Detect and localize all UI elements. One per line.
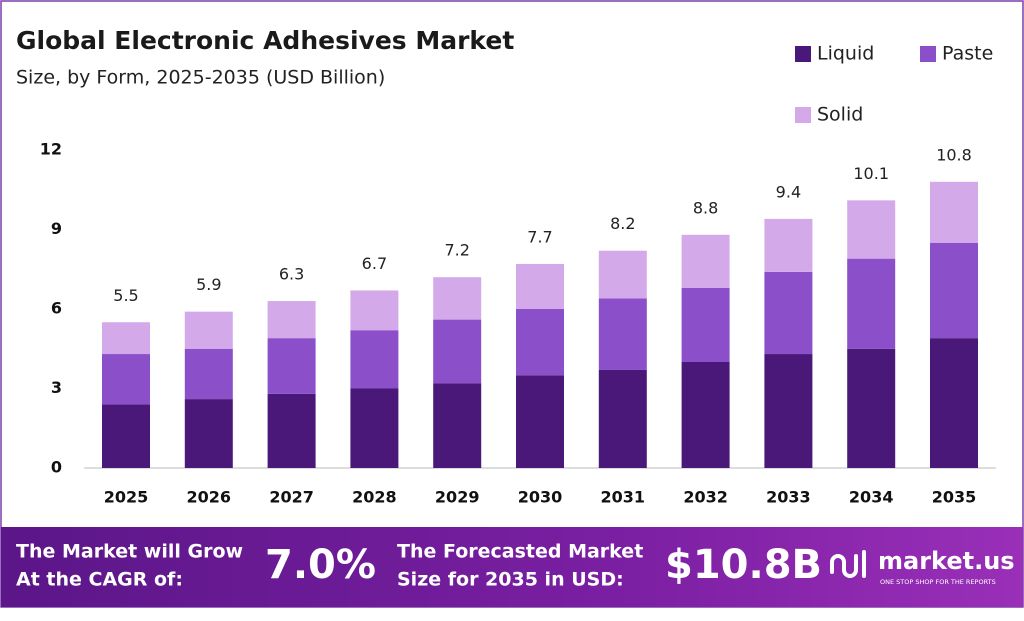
bar-segment bbox=[764, 218, 813, 272]
value-label: 7.2 bbox=[444, 241, 469, 260]
bar-segment bbox=[267, 338, 316, 394]
bar-segment bbox=[350, 388, 399, 468]
x-tick-label: 2034 bbox=[849, 488, 894, 507]
bar-segment bbox=[102, 322, 150, 355]
bar-segment bbox=[847, 258, 896, 349]
footer-value: 7.0% bbox=[265, 542, 376, 588]
x-tick-label: 2033 bbox=[766, 488, 811, 507]
bar-segment bbox=[516, 375, 564, 468]
bar-segment bbox=[598, 369, 647, 468]
bar-segment bbox=[184, 399, 233, 468]
bar-segment bbox=[681, 234, 730, 288]
value-label: 5.9 bbox=[196, 275, 221, 294]
bar-segment bbox=[433, 383, 482, 468]
x-tick-label: 2030 bbox=[518, 488, 563, 507]
legend-swatch bbox=[795, 46, 811, 62]
bar-segment bbox=[598, 298, 647, 370]
footer-value: $10.8B bbox=[665, 542, 822, 588]
value-label: 6.3 bbox=[279, 265, 304, 284]
y-tick-label: 0 bbox=[51, 458, 62, 477]
bar-segment bbox=[847, 348, 896, 468]
x-tick-label: 2027 bbox=[269, 488, 314, 507]
bar-segment bbox=[847, 200, 896, 259]
bar-segment bbox=[433, 319, 482, 384]
bar-segment bbox=[930, 338, 978, 468]
bar-segment bbox=[433, 277, 482, 320]
bar-segment bbox=[764, 354, 813, 468]
value-label: 9.4 bbox=[776, 182, 801, 201]
legend-swatch bbox=[920, 46, 936, 62]
value-label: 10.1 bbox=[853, 164, 889, 183]
bar-segment bbox=[184, 311, 233, 349]
legend-label: Paste bbox=[942, 43, 993, 65]
value-label: 5.5 bbox=[113, 286, 138, 305]
y-tick-label: 6 bbox=[51, 299, 62, 318]
bar-segment bbox=[930, 242, 978, 339]
bar-segment bbox=[681, 287, 730, 362]
bar-segment bbox=[516, 263, 564, 309]
value-label: 8.2 bbox=[610, 214, 635, 233]
value-label: 6.7 bbox=[362, 254, 387, 273]
tagline: ONE STOP SHOP FOR THE REPORTS bbox=[880, 578, 996, 586]
bar-segment bbox=[681, 362, 730, 468]
bar-segment bbox=[930, 181, 978, 243]
bar-segment bbox=[102, 404, 150, 468]
brand: market.us bbox=[878, 547, 1015, 575]
chart-subtitle: Size, by Form, 2025-2035 (USD Billion) bbox=[16, 67, 385, 89]
x-tick-label: 2028 bbox=[352, 488, 397, 507]
footer-text: The Forecasted Market bbox=[397, 541, 643, 563]
legend-label: Solid bbox=[817, 104, 863, 126]
x-tick-label: 2035 bbox=[932, 488, 977, 507]
y-tick-label: 3 bbox=[51, 378, 62, 397]
footer-text: The Market will Grow bbox=[16, 541, 243, 563]
x-tick-label: 2031 bbox=[601, 488, 646, 507]
bar-segment bbox=[350, 290, 399, 331]
value-label: 7.7 bbox=[527, 227, 552, 246]
chart-title: Global Electronic Adhesives Market bbox=[16, 26, 514, 55]
bar-segment bbox=[516, 309, 564, 376]
value-label: 8.8 bbox=[693, 198, 718, 217]
logo-icon bbox=[830, 550, 866, 578]
bar-segment bbox=[598, 250, 647, 299]
legend-swatch bbox=[795, 107, 811, 123]
x-tick-label: 2025 bbox=[104, 488, 149, 507]
footer-band bbox=[1, 527, 1023, 607]
x-tick-label: 2029 bbox=[435, 488, 480, 507]
value-label: 10.8 bbox=[936, 145, 972, 164]
bar-segment bbox=[350, 330, 399, 389]
footer-text: At the CAGR of: bbox=[16, 569, 183, 591]
footer-text: Size for 2035 in USD: bbox=[397, 569, 624, 591]
bar-segment bbox=[267, 301, 316, 339]
bar-segment bbox=[184, 348, 233, 400]
bar-segment bbox=[102, 354, 150, 405]
legend-label: Liquid bbox=[817, 43, 874, 65]
y-tick-label: 9 bbox=[51, 219, 62, 238]
x-tick-label: 2032 bbox=[683, 488, 728, 507]
bar-segment bbox=[764, 271, 813, 355]
y-tick-label: 12 bbox=[40, 140, 62, 159]
bar-segment bbox=[267, 393, 316, 468]
x-tick-label: 2026 bbox=[187, 488, 232, 507]
